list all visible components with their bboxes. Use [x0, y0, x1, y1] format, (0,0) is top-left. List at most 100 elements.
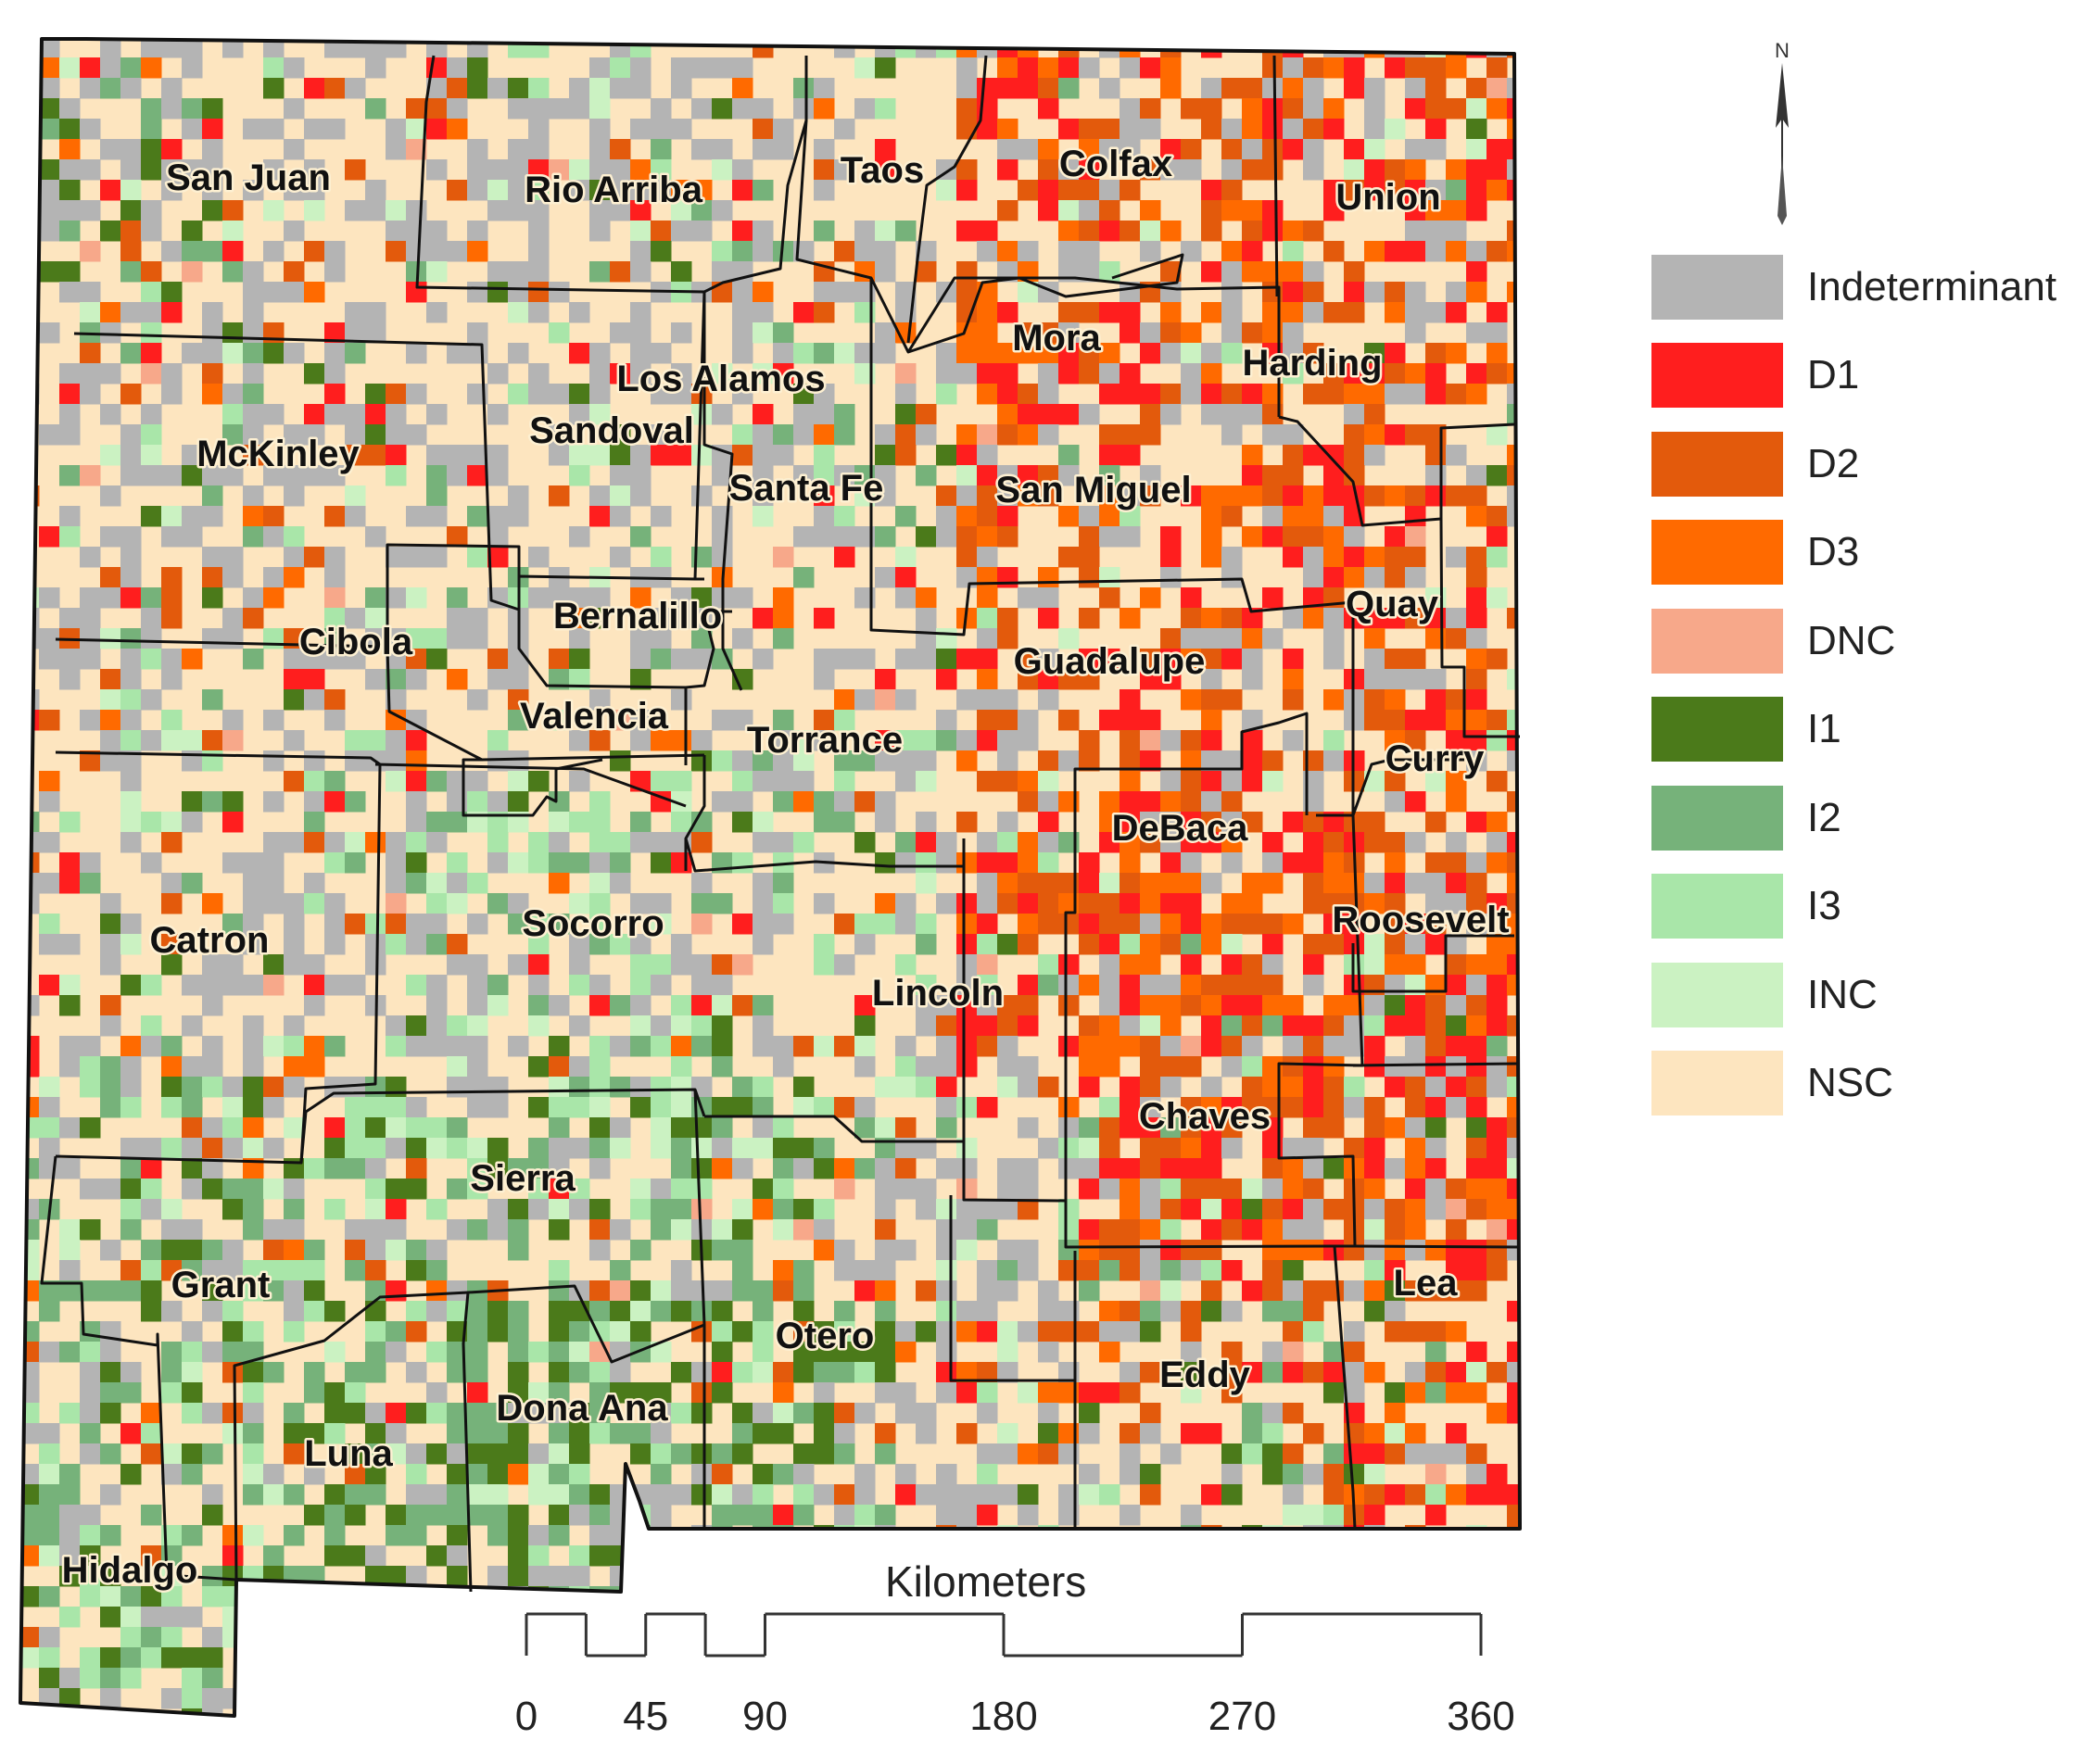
grid-cell — [1466, 322, 1487, 344]
grid-cell — [182, 221, 203, 242]
county-boundary-line — [40, 1155, 237, 1582]
grid-cell — [1221, 139, 1243, 160]
grid-cell — [1221, 241, 1243, 262]
grid-cell — [406, 241, 427, 262]
grid-cell — [202, 119, 223, 140]
grid-cell — [426, 221, 448, 242]
grid-cell — [222, 1077, 244, 1098]
county-boundary-line — [1064, 712, 1309, 964]
grid-cell — [997, 812, 1018, 833]
grid-cell — [732, 750, 753, 772]
grid-cell — [426, 506, 448, 527]
grid-cell — [324, 628, 346, 649]
grid-cell — [386, 1708, 407, 1716]
grid-cell — [508, 261, 529, 283]
grid-cell — [691, 1158, 713, 1179]
grid-cell — [141, 424, 162, 446]
grid-cell — [528, 363, 550, 384]
grid-cell — [365, 1484, 386, 1506]
grid-cell — [1364, 424, 1385, 446]
grid-cell — [345, 1403, 366, 1424]
grid-cell — [936, 343, 957, 364]
grid-cell — [1283, 302, 1304, 323]
grid-cell — [854, 1708, 876, 1716]
grid-cell — [1323, 1036, 1345, 1057]
grid-cell — [1425, 1464, 1447, 1485]
grid-cell — [834, 1545, 855, 1567]
grid-cell — [1303, 1301, 1324, 1322]
grid-cell — [324, 1668, 346, 1689]
grid-cell — [1018, 832, 1039, 853]
grid-cell — [1303, 1117, 1324, 1139]
grid-cell — [1079, 302, 1100, 323]
grid-cell — [528, 241, 550, 262]
grid-cell — [1018, 852, 1039, 874]
grid-cell — [324, 1484, 346, 1506]
grid-cell — [1079, 526, 1100, 548]
grid-cell — [895, 221, 917, 242]
grid-cell — [549, 649, 570, 670]
grid-cell — [1364, 812, 1385, 833]
grid-cell — [447, 98, 468, 120]
grid-cell — [814, 954, 835, 976]
grid-cell — [284, 1484, 305, 1506]
grid-cell — [406, 1688, 427, 1709]
grid-cell — [895, 852, 917, 874]
grid-cell — [1323, 995, 1345, 1016]
grid-cell — [1201, 1566, 1222, 1587]
grid-cell — [589, 1708, 611, 1716]
grid-cell — [1466, 1484, 1487, 1506]
grid-cell — [1385, 1158, 1406, 1179]
grid-cell — [1140, 832, 1161, 853]
grid-cell — [1160, 1586, 1182, 1607]
grid-cell — [406, 547, 427, 568]
legend-item: I2 — [1651, 774, 2056, 863]
grid-cell — [1079, 1036, 1100, 1057]
grid-cell — [1018, 465, 1039, 486]
grid-cell — [386, 445, 407, 466]
grid-cell — [1364, 139, 1385, 160]
grid-cell — [1120, 1301, 1141, 1322]
grid-cell — [1283, 139, 1304, 160]
grid-cell — [1364, 1586, 1385, 1607]
grid-cell — [426, 98, 448, 120]
grid-cell — [1018, 485, 1039, 507]
grid-cell — [732, 343, 753, 364]
grid-cell — [1099, 1586, 1120, 1607]
grid-cell — [671, 1443, 692, 1465]
grid-cell — [365, 1117, 386, 1139]
grid-cell — [1120, 934, 1141, 955]
grid-cell — [182, 1403, 203, 1424]
legend-item: NSC — [1651, 1040, 2056, 1128]
grid-cell — [895, 282, 917, 303]
grid-cell — [1283, 1077, 1304, 1098]
grid-cell — [1181, 1240, 1202, 1261]
grid-cell — [875, 445, 896, 466]
grid-cell — [467, 1342, 488, 1363]
grid-cell — [651, 1443, 672, 1465]
grid-cell — [120, 1138, 142, 1159]
grid-cell — [753, 873, 774, 894]
grid-cell — [263, 526, 285, 548]
grid-cell — [549, 1117, 570, 1139]
grid-cell — [895, 1158, 917, 1179]
grid-cell — [977, 608, 998, 629]
grid-cell — [630, 832, 652, 853]
grid-cell — [487, 180, 509, 201]
grid-cell — [1140, 1464, 1161, 1485]
grid-cell — [487, 1199, 509, 1220]
grid-cell — [589, 445, 611, 466]
grid-cell — [222, 404, 244, 425]
grid-cell — [345, 1219, 366, 1241]
grid-cell — [651, 975, 672, 996]
grid-cell — [426, 649, 448, 670]
grid-cell — [671, 934, 692, 955]
grid-cell — [1283, 1036, 1304, 1057]
grid-cell — [1181, 1321, 1202, 1342]
grid-cell — [263, 119, 285, 140]
grid-cell — [936, 669, 957, 690]
grid-cell — [1120, 1219, 1141, 1241]
grid-cell — [1486, 1403, 1508, 1424]
grid-cell — [487, 1464, 509, 1485]
grid-cell — [161, 1627, 183, 1648]
